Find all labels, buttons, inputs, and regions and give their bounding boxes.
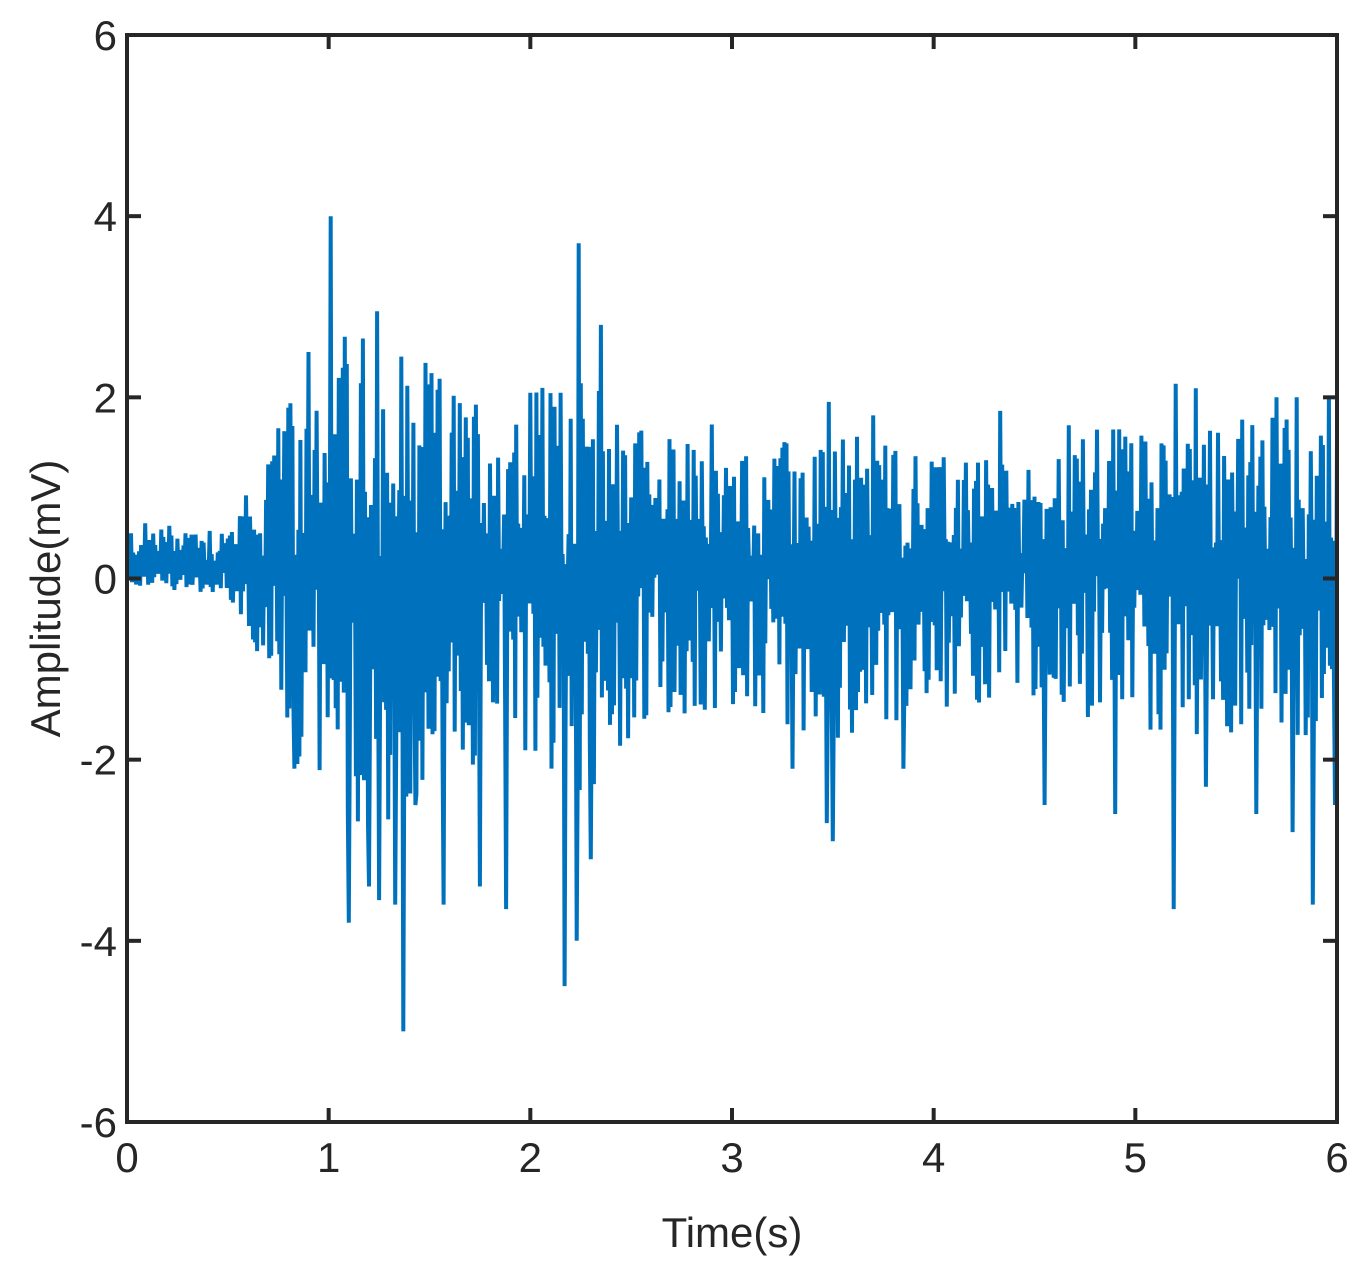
y-ticks: -6 -4 -2 0 2 4 6 xyxy=(80,12,1337,1146)
y-tick-label: -4 xyxy=(80,918,117,965)
x-tick-label: 5 xyxy=(1124,1134,1147,1181)
x-tick-label: 6 xyxy=(1325,1134,1348,1181)
x-tick-label: 0 xyxy=(115,1134,138,1181)
x-axis-label: Time(s) xyxy=(662,1209,803,1256)
y-tick-label: 4 xyxy=(94,193,117,240)
y-tick-label: 2 xyxy=(94,374,117,421)
x-tick-label: 1 xyxy=(317,1134,340,1181)
y-tick-label: 0 xyxy=(94,556,117,603)
series-layer xyxy=(125,216,1339,1032)
x-tick-label: 4 xyxy=(922,1134,945,1181)
x-tick-label: 2 xyxy=(519,1134,542,1181)
x-tick-label: 3 xyxy=(720,1134,743,1181)
y-tick-label: -6 xyxy=(80,1099,117,1146)
y-axis-label: Amplitude(mV) xyxy=(22,460,69,738)
x-ticks: 0 1 2 3 4 5 6 xyxy=(115,35,1349,1181)
y-tick-label: -2 xyxy=(80,737,117,784)
series-line xyxy=(125,216,1339,1032)
y-tick-label: 6 xyxy=(94,12,117,59)
